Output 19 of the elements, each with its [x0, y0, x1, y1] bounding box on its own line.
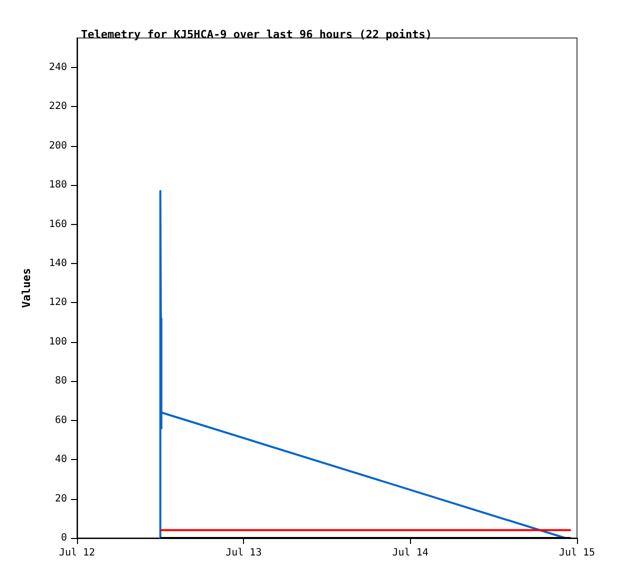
- y-tick-label: 20: [54, 493, 67, 504]
- x-tick-label: Jul 14: [392, 548, 428, 558]
- y-tick-label: 180: [48, 180, 67, 191]
- y-tick-label: 240: [48, 62, 67, 73]
- chart-title: Telemetry for KJ5HCA-9 over last 96 hours (22 points): [81, 28, 432, 41]
- x-tick-label: Jul 12: [58, 548, 96, 558]
- y-tick-label: 200: [48, 140, 67, 152]
- y-tick-label: 100: [48, 336, 67, 348]
- y-tick-label: 140: [48, 258, 67, 269]
- y-tick-label: 120: [48, 297, 67, 308]
- y-tick-label: 160: [48, 218, 67, 230]
- x-tick-label: Jul 13: [226, 548, 262, 558]
- y-tick-label: 220: [48, 101, 67, 112]
- y-tick-label: 80: [54, 376, 67, 387]
- y-tick-label: 40: [54, 454, 67, 466]
- y-tick-label: 60: [54, 414, 67, 426]
- x-tick-label: Jul 15: [558, 548, 596, 558]
- y-axis-title: Values: [20, 268, 33, 308]
- y-tick-label: 0: [60, 532, 67, 544]
